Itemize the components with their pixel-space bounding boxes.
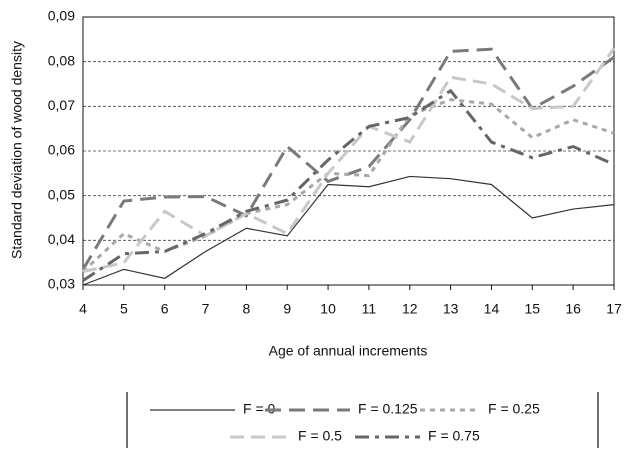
legend-label: F = 0.5 [298, 428, 342, 444]
legend-label: F = 0 [243, 401, 276, 417]
x-tick-label: 14 [484, 301, 500, 317]
x-tick-label: 10 [320, 301, 336, 317]
series-line [81, 47, 615, 271]
x-tick-label: 15 [525, 301, 541, 317]
x-tick-label: 5 [120, 301, 128, 317]
series-line [81, 98, 615, 273]
series-line [82, 175, 615, 286]
x-tick-label: 9 [283, 301, 291, 317]
x-tick-label: 4 [79, 301, 87, 317]
y-tick-label: 0,08 [48, 52, 75, 68]
y-tick-label: 0,05 [48, 186, 75, 202]
x-tick-label: 17 [606, 301, 622, 317]
legend-label: F = 0.75 [428, 428, 480, 444]
x-tick-label: 7 [202, 301, 210, 317]
x-tick-label: 11 [362, 301, 377, 317]
y-tick-label: 0,06 [48, 142, 75, 158]
series-line [82, 88, 615, 282]
x-tick-label: 12 [402, 301, 418, 317]
series-line [82, 47, 616, 274]
y-tick-label: 0,07 [48, 97, 75, 113]
x-tick-label: 16 [565, 301, 581, 317]
x-tick-label: 13 [443, 301, 459, 317]
legend-label: F = 0.125 [358, 401, 418, 417]
plot-frame [82, 16, 615, 286]
x-tick-label: 8 [242, 301, 250, 317]
y-tick-label: 0,04 [48, 231, 75, 247]
y-axis-label: Standard deviation of wood density [9, 41, 25, 259]
y-tick-label: 0,09 [48, 8, 75, 24]
y-tick-label: 0,03 [48, 276, 75, 292]
x-tick-label: 6 [161, 301, 169, 317]
legend-label: F = 0.25 [488, 401, 540, 417]
x-axis-label: Age of annual increments [269, 343, 428, 359]
